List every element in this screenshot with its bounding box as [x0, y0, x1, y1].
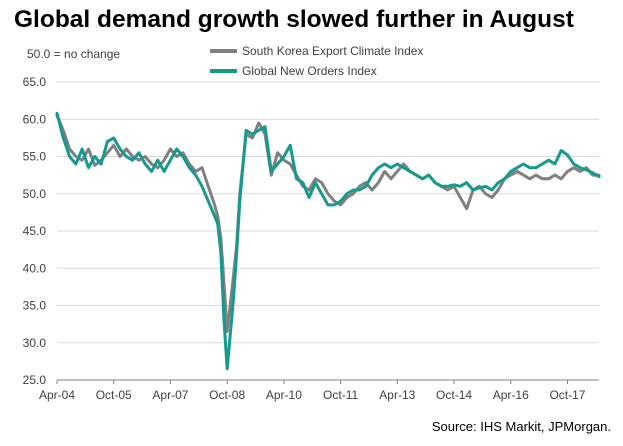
legend-label-global-new-orders: Global New Orders Index [242, 64, 377, 78]
y-tick-label: 25.0 [23, 373, 47, 387]
legend: South Korea Export Climate Index Global … [210, 44, 423, 78]
x-tick-label: Apr-04 [39, 388, 75, 402]
x-tick-label: Apr-16 [493, 388, 529, 402]
source-note: Source: IHS Markit, JPMorgan. [431, 419, 611, 434]
chart-title: Global demand growth slowed further in A… [14, 6, 574, 33]
x-tick-label: Oct-11 [323, 388, 358, 402]
x-tick-label: Oct-14 [436, 388, 472, 402]
y-tick-label: 60.0 [23, 112, 47, 126]
gridlines [57, 81, 599, 344]
x-tick-label: Apr-13 [379, 388, 415, 402]
y-tick-label: 35.0 [23, 299, 47, 313]
series-global-new-orders [55, 111, 601, 371]
series-south-korea-export-climate [55, 114, 601, 334]
y-tick-label: 45.0 [23, 224, 47, 238]
x-tick-label: Oct-08 [209, 388, 245, 402]
y-tick-label: 30.0 [23, 336, 47, 350]
y-tick-label: 40.0 [23, 261, 47, 275]
x-tick-label: Apr-10 [266, 388, 302, 402]
x-axis-ticks: Apr-04 Oct-05 Apr-07 Oct-08 Apr-10 Oct-11 Apr-… [39, 380, 586, 402]
y-tick-label: 50.0 [23, 187, 47, 201]
x-tick-label: Oct-05 [96, 388, 132, 402]
x-tick-label: Apr-07 [152, 388, 188, 402]
x-tick-label: Oct-17 [549, 388, 585, 402]
chart-subtitle: 50.0 = no change [27, 47, 121, 61]
legend-label-south-korea: South Korea Export Climate Index [242, 44, 423, 58]
y-axis-ticks: 25.0 30.0 35.0 40.0 45.0 50.0 55.0 60.0 65.0 [23, 75, 47, 387]
y-tick-label: 65.0 [23, 75, 47, 89]
series-lines [55, 111, 601, 371]
y-tick-label: 55.0 [23, 150, 47, 164]
